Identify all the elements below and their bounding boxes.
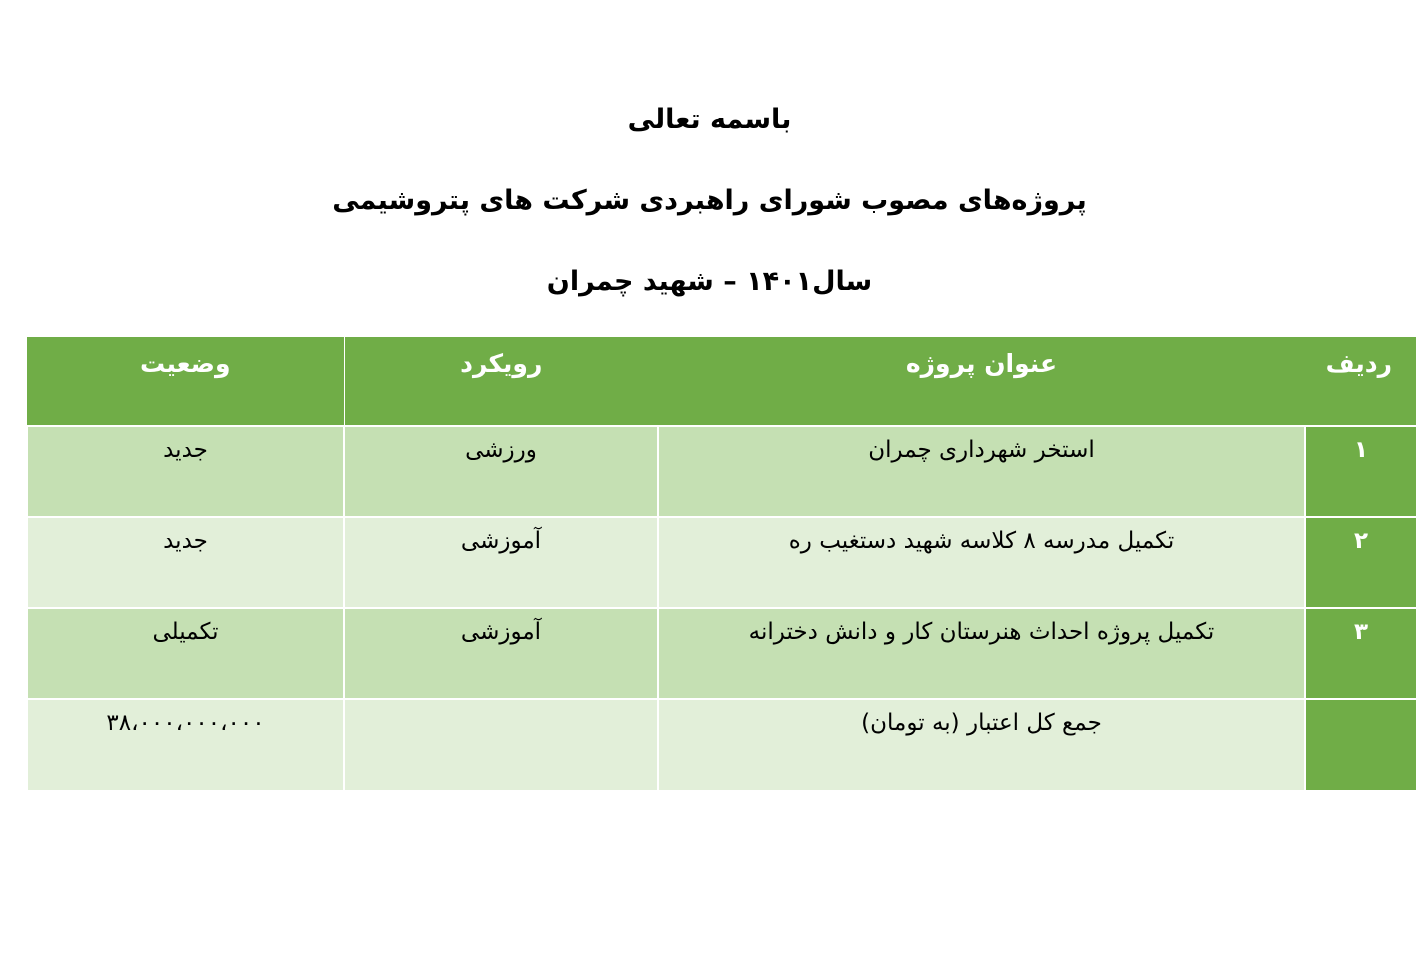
approach: [343, 698, 658, 790]
table-header-row: ردیف عنوان پروژه رویکرد وضعیت: [27, 337, 1416, 426]
status: تکمیلی: [26, 607, 344, 699]
project-title: استخر شهرداری چمران: [657, 425, 1305, 517]
total-row: جمع کل اعتبار (به تومان) ۳۸،۰۰۰،۰۰۰،۰۰۰: [26, 698, 1416, 790]
approach: ورزشی: [343, 425, 658, 517]
header-status: وضعیت: [27, 337, 344, 426]
approach: آموزشی: [343, 607, 658, 699]
document-heading: باسمه تعالی: [627, 104, 792, 135]
row-number: ۲: [1304, 516, 1416, 608]
status: جدید: [26, 425, 344, 517]
project-title: تکمیل مدرسه ۸ کلاسه شهید دستغیب ره: [657, 516, 1305, 608]
header-row-number: ردیف: [1305, 337, 1416, 426]
total-amount: ۳۸،۰۰۰،۰۰۰،۰۰۰: [26, 698, 344, 790]
table-row: ۲ تکمیل مدرسه ۸ کلاسه شهید دستغیب ره آمو…: [26, 516, 1416, 608]
header-approach: رویکرد: [343, 337, 658, 426]
header-project-title: عنوان پروژه: [658, 337, 1305, 426]
table-row: ۳ تکمیل پروژه احداث هنرستان کار و دانش د…: [26, 607, 1416, 699]
document-subtitle: سال۱۴۰۱ – شهید چمران: [546, 266, 873, 297]
projects-table: ردیف عنوان پروژه رویکرد وضعیت ۱ استخر شه…: [26, 337, 1416, 790]
row-number: ۱: [1304, 425, 1416, 517]
approach: آموزشی: [343, 516, 658, 608]
table-row: ۱ استخر شهرداری چمران ورزشی جدید: [26, 425, 1416, 517]
document-title: پروژه‌های مصوب شورای راهبردی شرکت های پت…: [332, 185, 1087, 216]
status: جدید: [26, 516, 344, 608]
row-number: ۳: [1304, 607, 1416, 699]
row-number: [1304, 698, 1416, 790]
project-title: تکمیل پروژه احداث هنرستان کار و دانش دخت…: [657, 607, 1305, 699]
total-label: جمع کل اعتبار (به تومان): [657, 698, 1305, 790]
